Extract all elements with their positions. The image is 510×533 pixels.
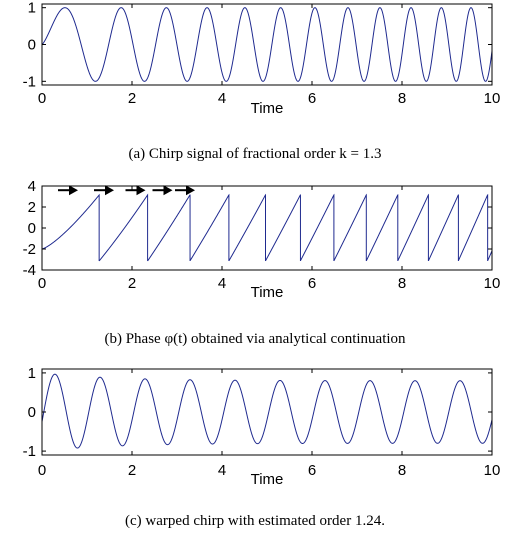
- x-axis-label: Time: [251, 100, 284, 117]
- x-axis-label: Time: [251, 284, 284, 301]
- x-tick-label: 0: [38, 462, 46, 479]
- arrow-annotation: [94, 185, 114, 196]
- subfigure-caption: (c) warped chirp with estimated order 1.…: [125, 513, 385, 529]
- arrow-annotation: [58, 185, 78, 196]
- series-line: [41, 193, 493, 262]
- y-tick-label: 1: [28, 0, 36, 17]
- x-tick-label: 6: [308, 90, 316, 107]
- x-tick-label: 10: [484, 462, 501, 479]
- x-tick-label: 4: [218, 275, 226, 292]
- x-tick-label: 6: [308, 462, 316, 479]
- x-tick-label: 2: [128, 90, 136, 107]
- x-axis-label: Time: [251, 471, 284, 488]
- x-tick-label: 0: [38, 275, 46, 292]
- x-tick-label: 4: [218, 462, 226, 479]
- y-tick-label: -1: [23, 443, 36, 460]
- y-tick-label: -4: [23, 262, 36, 279]
- series-line: [41, 7, 493, 82]
- x-tick-label: 2: [128, 462, 136, 479]
- x-tick-label: 10: [484, 90, 501, 107]
- subfigure-caption: (b) Phase φ(t) obtained via analytical c…: [104, 331, 406, 347]
- x-tick-label: 6: [308, 275, 316, 292]
- y-tick-label: -1: [23, 73, 36, 90]
- y-tick-label: 1: [28, 365, 36, 382]
- y-tick-label: 0: [28, 220, 36, 237]
- y-tick-label: -2: [23, 241, 36, 258]
- x-tick-label: 2: [128, 275, 136, 292]
- axes-frame: [41, 368, 493, 456]
- x-tick-label: 10: [484, 275, 501, 292]
- x-tick-label: 0: [38, 90, 46, 107]
- y-tick-label: 2: [28, 199, 36, 216]
- y-tick-label: 0: [28, 37, 36, 54]
- series-line: [41, 373, 493, 449]
- subfigure-caption: (a) Chirp signal of fractional order k =…: [129, 146, 382, 162]
- y-tick-label: 0: [28, 404, 36, 421]
- arrow-annotation: [152, 185, 173, 196]
- y-tick-label: 4: [28, 178, 36, 195]
- x-tick-label: 4: [218, 90, 226, 107]
- x-tick-label: 8: [398, 462, 406, 479]
- x-tick-label: 8: [398, 90, 406, 107]
- x-tick-label: 8: [398, 275, 406, 292]
- arrow-annotation: [175, 185, 195, 196]
- arrow-annotation: [125, 185, 146, 196]
